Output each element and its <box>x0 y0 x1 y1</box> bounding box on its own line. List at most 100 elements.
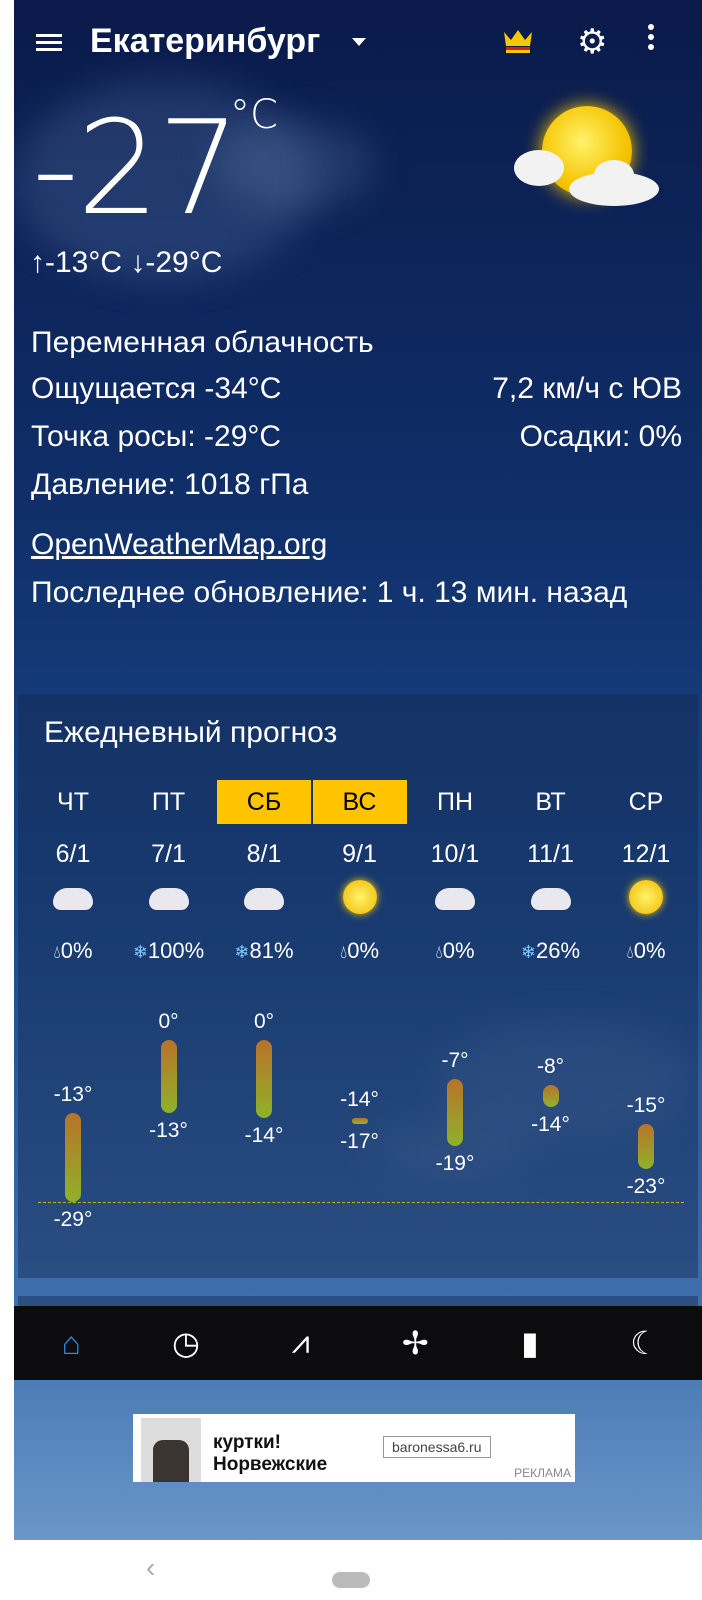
high-temp: -13° <box>53 1082 93 1106</box>
precipitation: ❄26% <box>504 938 598 964</box>
low-temp: -13° <box>149 1118 188 1142</box>
menu-icon[interactable] <box>36 30 62 55</box>
precipitation: 💧︎0% <box>408 938 502 964</box>
day-date: 10/1 <box>430 840 480 868</box>
precip-value: 81% <box>249 938 294 963</box>
precip-value: 100% <box>147 938 205 963</box>
clock-icon[interactable]: ◷ <box>172 1325 200 1361</box>
system-nav-bar: ‹ <box>0 1540 702 1600</box>
snow-icon <box>217 880 311 920</box>
bar-chart-icon[interactable]: ▮ <box>521 1325 539 1361</box>
drop-icon: 💧︎ <box>53 942 61 962</box>
back-icon[interactable]: ‹ <box>146 1552 156 1583</box>
snowflake-icon: ❄ <box>520 942 537 962</box>
precipitation: Осадки: 0% <box>519 420 682 453</box>
snowflake-icon: ❄ <box>132 942 148 962</box>
dew-point: Точка росы: -29°C <box>31 420 282 453</box>
precipitation: ❄100% <box>122 938 216 964</box>
day-name: ВС <box>312 780 407 824</box>
condition: Переменная облачность <box>31 326 374 359</box>
snow-icon <box>504 880 598 920</box>
sun-icon <box>599 880 693 920</box>
high-temp: -13°C <box>45 246 123 279</box>
feels-like: Ощущается -34°C <box>31 372 282 405</box>
top-bar: Екатеринбург ⚙ <box>14 0 702 88</box>
more-options-icon[interactable] <box>648 24 656 54</box>
baseline <box>38 1202 684 1203</box>
snowflake-icon: ❄ <box>234 942 250 962</box>
partly-cloudy-icon <box>26 880 120 920</box>
snow-icon <box>122 880 216 920</box>
crown-icon[interactable] <box>502 28 534 54</box>
settings-gear-icon[interactable]: ⚙ <box>577 23 608 61</box>
precipitation: 💧︎0% <box>26 938 120 964</box>
drop-icon: 💧︎ <box>435 942 443 962</box>
low-temp: -14° <box>244 1124 284 1148</box>
temperature-unit: °C <box>230 92 278 138</box>
last-updated: Последнее обновление: 1 ч. 13 мин. назад <box>31 576 628 609</box>
temp-range-bar <box>447 1079 463 1147</box>
ad-text-2: Норвежские <box>213 1454 328 1475</box>
wind-turbine-icon[interactable]: ✢ <box>401 1325 429 1361</box>
day-date: 6/1 <box>55 840 91 868</box>
home-pill[interactable] <box>332 1572 370 1588</box>
ad-banner[interactable]: куртки! Норвежские baronessa6.ru РЕКЛАМА <box>133 1414 575 1482</box>
weather-app: Екатеринбург ⚙ -27 °C ↑-13°C ↓-29°C Пере… <box>14 0 702 1540</box>
day-date: 11/1 <box>527 840 574 868</box>
low-temp: -14° <box>531 1113 570 1137</box>
low-temp: -19° <box>435 1152 475 1176</box>
day-name: СБ <box>217 780 311 824</box>
precipitation: 💧︎0% <box>313 938 407 964</box>
pressure: Давление: 1018 гПа <box>31 468 309 501</box>
day-date: 8/1 <box>246 840 282 868</box>
temp-range-bar <box>542 1084 559 1108</box>
low-temp: -29°C <box>145 246 223 279</box>
ad-text-1: куртки! <box>213 1432 282 1453</box>
high-temp: 0° <box>253 1010 275 1033</box>
temp-range-bar <box>256 1040 272 1119</box>
day-name: ПН <box>436 788 474 816</box>
precip-value: 0% <box>442 938 475 963</box>
high-temp: -7° <box>441 1049 469 1073</box>
drop-icon: 💧︎ <box>626 942 634 962</box>
high-temp: -14° <box>340 1088 379 1112</box>
high-temp: 0° <box>158 1010 179 1033</box>
day-name: ЧТ <box>57 788 89 816</box>
temp-range-bar <box>65 1112 81 1203</box>
precip-value: 26% <box>536 938 581 963</box>
high-low: ↑-13°C ↓-29°C <box>30 246 223 279</box>
drop-icon: 💧︎ <box>340 942 348 962</box>
high-temp: -15° <box>626 1094 666 1117</box>
city-selector[interactable]: Екатеринбург <box>90 22 321 60</box>
graph-icon[interactable]: ⩘ <box>291 1324 310 1360</box>
moon-icon[interactable]: ☾ <box>630 1325 659 1361</box>
precipitation: ❄81% <box>217 938 311 964</box>
day-date: 7/1 <box>151 840 186 868</box>
precipitation: 💧︎0% <box>599 938 693 964</box>
cloudy-icon <box>408 880 502 920</box>
precip-value: 0% <box>633 938 666 963</box>
ad-domain-button[interactable]: baronessa6.ru <box>383 1436 491 1458</box>
temp-range-bar <box>638 1124 654 1169</box>
dropdown-caret-icon[interactable] <box>352 38 366 53</box>
low-temp: -23° <box>626 1174 666 1198</box>
source-link[interactable]: OpenWeatherMap.org <box>31 528 328 561</box>
wind: 7,2 км/ч с ЮВ <box>492 372 682 405</box>
high-temp: -8° <box>536 1054 565 1078</box>
forecast-title: Ежедневный прогноз <box>44 716 338 749</box>
low-temp: -29° <box>53 1208 93 1232</box>
current-temperature: -27 <box>32 92 240 244</box>
day-name: СР <box>628 788 664 816</box>
day-name: ПТ <box>151 788 186 816</box>
temp-range-bar <box>351 1118 368 1125</box>
bottom-nav: ⌂ ◷ ⩘ ✢ ▮ ☾ <box>14 1306 702 1380</box>
home-icon[interactable]: ⌂ <box>61 1324 81 1361</box>
precip-value: 0% <box>347 938 379 963</box>
day-name: ВТ <box>535 788 566 816</box>
day-date: 12/1 <box>621 840 671 868</box>
ad-label: РЕКЛАМА <box>514 1466 571 1480</box>
temp-range-bar <box>160 1040 177 1113</box>
low-temp: -17° <box>340 1130 379 1153</box>
precip-value: 0% <box>60 938 93 963</box>
ad-image <box>141 1418 201 1482</box>
